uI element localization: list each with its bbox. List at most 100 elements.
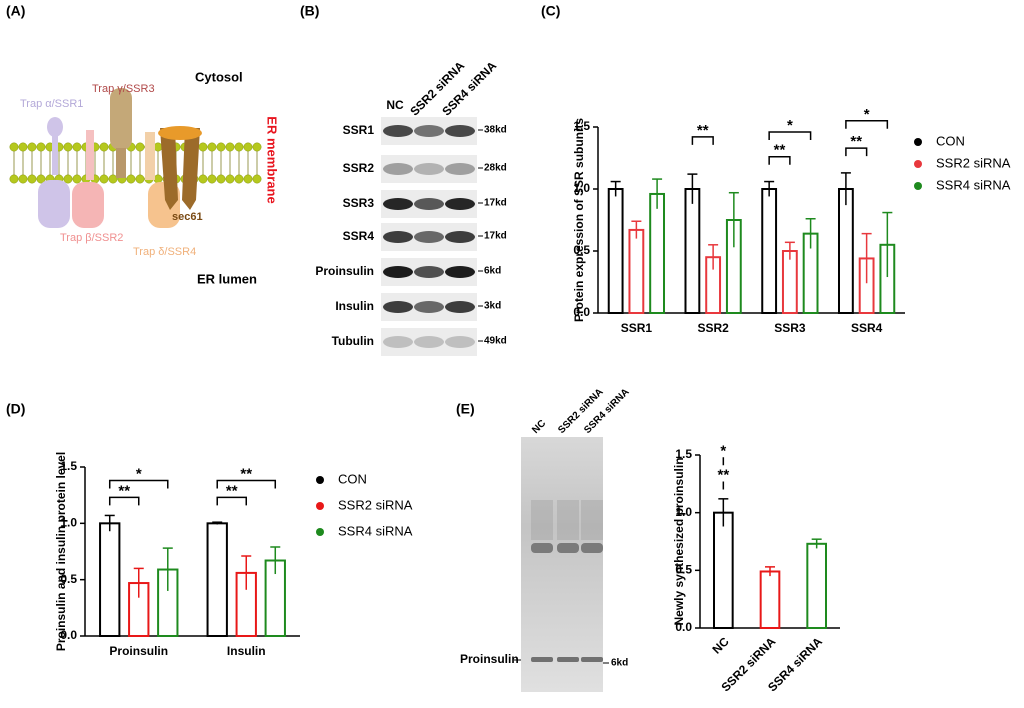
membrane-label: ER membrane xyxy=(265,116,280,203)
trap-alpha-shape xyxy=(47,117,63,137)
blot-band xyxy=(445,336,475,348)
blot-band xyxy=(414,231,444,243)
lipid-head xyxy=(207,174,217,184)
blot-band xyxy=(445,125,475,137)
sec61-shape xyxy=(158,126,202,140)
lipid-head xyxy=(243,174,253,184)
trap-alpha-shape xyxy=(52,130,58,175)
legend-marker xyxy=(914,138,922,146)
row-label: Tubulin xyxy=(332,334,374,348)
blot-band xyxy=(383,336,413,348)
blot-strip xyxy=(381,328,477,356)
y-tick-label: 0.0 xyxy=(675,620,692,634)
significance-label: * xyxy=(136,465,142,482)
blot-strip xyxy=(381,155,477,183)
y-tick-label: 1.0 xyxy=(675,505,692,519)
blot-band xyxy=(445,301,475,313)
legend-marker xyxy=(914,160,922,168)
significance-label: ** xyxy=(717,466,729,483)
bar xyxy=(713,511,734,630)
gel-band xyxy=(581,657,603,662)
trap-beta-shape xyxy=(86,130,94,180)
significance-bracket xyxy=(768,156,791,165)
blot-band xyxy=(383,163,413,175)
size-label: 6kd xyxy=(611,658,628,669)
lipid-head xyxy=(108,174,118,184)
legend-label: CON xyxy=(936,133,965,148)
x-tick-label: SSR2 xyxy=(697,321,729,335)
lipid-head xyxy=(36,142,46,152)
significance-bracket xyxy=(108,479,169,489)
lipid-head xyxy=(234,142,244,152)
panel-label: (E) xyxy=(456,401,475,417)
row-label: SSR4 xyxy=(343,229,375,243)
gel-smear xyxy=(531,500,553,540)
row-label: SSR1 xyxy=(343,123,375,137)
y-tick-label: 0.5 xyxy=(60,572,77,586)
size-label: 3kd xyxy=(484,301,501,312)
row-label: SSR3 xyxy=(343,196,375,210)
legend-label: SSR2 siRNA xyxy=(338,497,413,512)
blot-band xyxy=(414,266,444,278)
bar xyxy=(607,188,624,314)
trap-alpha-shape xyxy=(38,180,70,228)
lipid-head xyxy=(99,142,109,152)
significance-label: * xyxy=(720,442,726,459)
y-axis-label: Protein expression of SSR subunits xyxy=(572,118,586,322)
gel-band xyxy=(557,657,579,662)
gel-image xyxy=(521,437,603,692)
bar xyxy=(99,522,121,637)
sec61-label: sec61 xyxy=(172,211,203,223)
blot-band xyxy=(414,163,444,175)
lipid-head xyxy=(252,142,262,152)
significance-bracket xyxy=(108,496,140,506)
cytosol-label: Cytosol xyxy=(195,69,243,84)
blot-band xyxy=(445,231,475,243)
y-tick-label: 0.5 xyxy=(675,563,692,577)
trap-gamma-shape xyxy=(110,88,132,150)
lipid-head xyxy=(9,174,19,184)
trap-delta-label: Trap δ/SSR4 xyxy=(133,246,196,258)
lipid-head xyxy=(126,174,136,184)
bar xyxy=(837,188,854,314)
lipid-head xyxy=(72,174,82,184)
bar xyxy=(761,188,778,314)
membrane xyxy=(9,142,262,184)
bar xyxy=(806,542,827,629)
legend-label: SSR2 siRNA xyxy=(936,155,1011,170)
row-label: Proinsulin xyxy=(315,264,374,278)
significance-bracket xyxy=(216,496,247,506)
significance-label: * xyxy=(787,117,793,134)
blot-band xyxy=(383,198,413,210)
y-tick-label: 0.5 xyxy=(573,243,590,257)
trap-alpha-label: Trap α/SSR1 xyxy=(20,98,83,110)
x-tick-label: Insulin xyxy=(227,644,266,658)
bar xyxy=(206,522,228,637)
legend-label: CON xyxy=(338,471,367,486)
lipid-head xyxy=(216,174,226,184)
row-label: Insulin xyxy=(335,299,374,313)
y-tick-label: 1.0 xyxy=(573,181,590,195)
significance-label: ** xyxy=(240,465,252,482)
lipid-head xyxy=(63,174,73,184)
er-lumen-label: ER lumen xyxy=(197,271,257,286)
significance-bracket xyxy=(216,479,277,489)
significance-label: ** xyxy=(226,482,238,499)
lipid-head xyxy=(99,174,109,184)
band-label: Proinsulin xyxy=(460,652,519,666)
significance-bracket xyxy=(691,136,714,145)
trap-beta-shape xyxy=(72,182,104,228)
lipid-head xyxy=(216,142,226,152)
panel-label: (A) xyxy=(6,3,25,19)
lipid-head xyxy=(225,174,235,184)
y-axis-label: Newly synthesized proinsulin xyxy=(672,457,686,625)
lipid-head xyxy=(72,142,82,152)
lipid-head xyxy=(198,142,208,152)
size-label: 38kd xyxy=(484,125,507,136)
y-tick-label: 1.0 xyxy=(60,516,77,530)
trap-beta-label: Trap β/SSR2 xyxy=(60,232,123,244)
bar xyxy=(759,570,781,630)
blot-band xyxy=(383,266,413,278)
gel-band xyxy=(581,543,603,553)
